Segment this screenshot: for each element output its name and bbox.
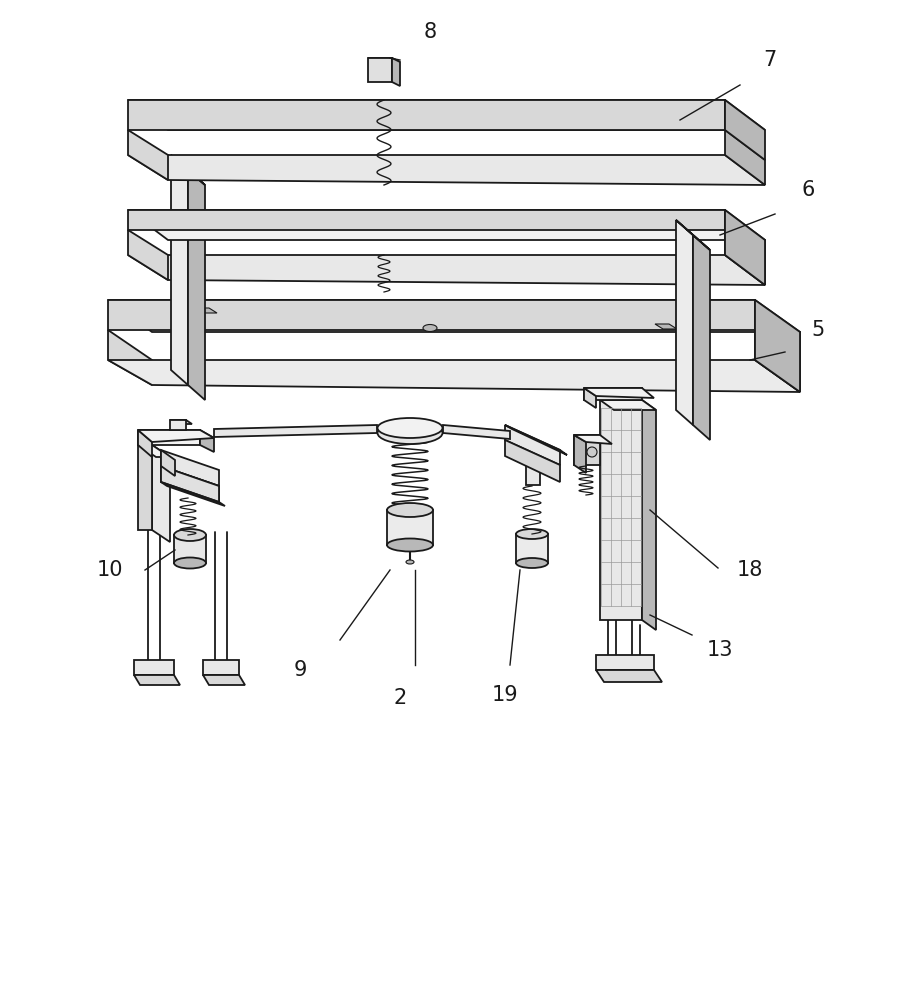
Polygon shape (161, 482, 225, 506)
Polygon shape (642, 400, 656, 630)
Polygon shape (505, 425, 567, 455)
Polygon shape (108, 360, 800, 392)
Polygon shape (128, 255, 765, 285)
Polygon shape (443, 425, 510, 439)
Polygon shape (574, 435, 586, 473)
Text: 10: 10 (97, 560, 123, 580)
Ellipse shape (406, 560, 414, 564)
Polygon shape (392, 58, 400, 86)
Ellipse shape (516, 529, 548, 539)
Polygon shape (725, 230, 765, 285)
Polygon shape (128, 100, 765, 130)
Text: 6: 6 (801, 180, 814, 200)
Polygon shape (138, 430, 214, 442)
Polygon shape (161, 450, 175, 476)
Polygon shape (171, 155, 188, 385)
Polygon shape (161, 466, 219, 502)
Polygon shape (574, 435, 612, 444)
Circle shape (587, 447, 597, 457)
Polygon shape (693, 235, 710, 440)
Polygon shape (195, 308, 217, 313)
Polygon shape (584, 388, 654, 398)
Polygon shape (171, 155, 205, 185)
Polygon shape (755, 330, 800, 392)
Text: 19: 19 (492, 685, 518, 705)
Polygon shape (138, 445, 152, 530)
Polygon shape (108, 300, 755, 330)
Polygon shape (161, 450, 219, 502)
Ellipse shape (387, 538, 433, 552)
Polygon shape (170, 420, 186, 430)
Polygon shape (161, 450, 219, 486)
Polygon shape (134, 660, 174, 675)
Polygon shape (655, 324, 677, 329)
Text: 18: 18 (737, 560, 763, 580)
Polygon shape (128, 100, 725, 130)
Polygon shape (134, 675, 180, 685)
Polygon shape (188, 170, 205, 400)
Text: 13: 13 (707, 640, 734, 660)
Polygon shape (596, 670, 662, 682)
Polygon shape (574, 435, 600, 465)
Polygon shape (584, 388, 642, 400)
Ellipse shape (377, 418, 443, 438)
Polygon shape (505, 425, 560, 465)
Polygon shape (368, 58, 400, 62)
Polygon shape (128, 210, 725, 230)
Polygon shape (128, 130, 168, 180)
Polygon shape (725, 100, 765, 160)
Polygon shape (676, 220, 693, 425)
Ellipse shape (387, 503, 433, 517)
Text: 5: 5 (812, 320, 824, 340)
Polygon shape (203, 660, 239, 675)
Polygon shape (368, 58, 392, 82)
Ellipse shape (423, 324, 437, 332)
Polygon shape (138, 430, 152, 457)
Ellipse shape (174, 558, 206, 568)
Polygon shape (128, 210, 765, 240)
Polygon shape (600, 400, 642, 620)
Ellipse shape (174, 529, 206, 541)
Polygon shape (584, 388, 596, 408)
Polygon shape (214, 425, 377, 437)
Polygon shape (505, 440, 560, 482)
Polygon shape (203, 675, 245, 685)
Text: 8: 8 (424, 22, 436, 42)
Polygon shape (138, 445, 170, 457)
Polygon shape (725, 130, 765, 185)
Polygon shape (387, 510, 433, 545)
Polygon shape (676, 220, 710, 250)
Polygon shape (200, 430, 214, 452)
Polygon shape (108, 300, 800, 332)
Text: 9: 9 (294, 660, 307, 680)
Polygon shape (755, 300, 800, 392)
Polygon shape (526, 456, 540, 485)
Polygon shape (152, 445, 170, 542)
Polygon shape (128, 230, 168, 280)
Polygon shape (170, 420, 192, 424)
Polygon shape (108, 330, 152, 385)
Ellipse shape (377, 422, 443, 444)
Polygon shape (596, 655, 654, 670)
Polygon shape (174, 535, 206, 563)
Polygon shape (128, 155, 765, 185)
Ellipse shape (516, 558, 548, 568)
Polygon shape (138, 430, 200, 445)
Polygon shape (600, 400, 656, 410)
Text: 2: 2 (393, 688, 407, 708)
Polygon shape (725, 210, 765, 285)
Text: 7: 7 (763, 50, 777, 70)
Polygon shape (516, 534, 548, 563)
